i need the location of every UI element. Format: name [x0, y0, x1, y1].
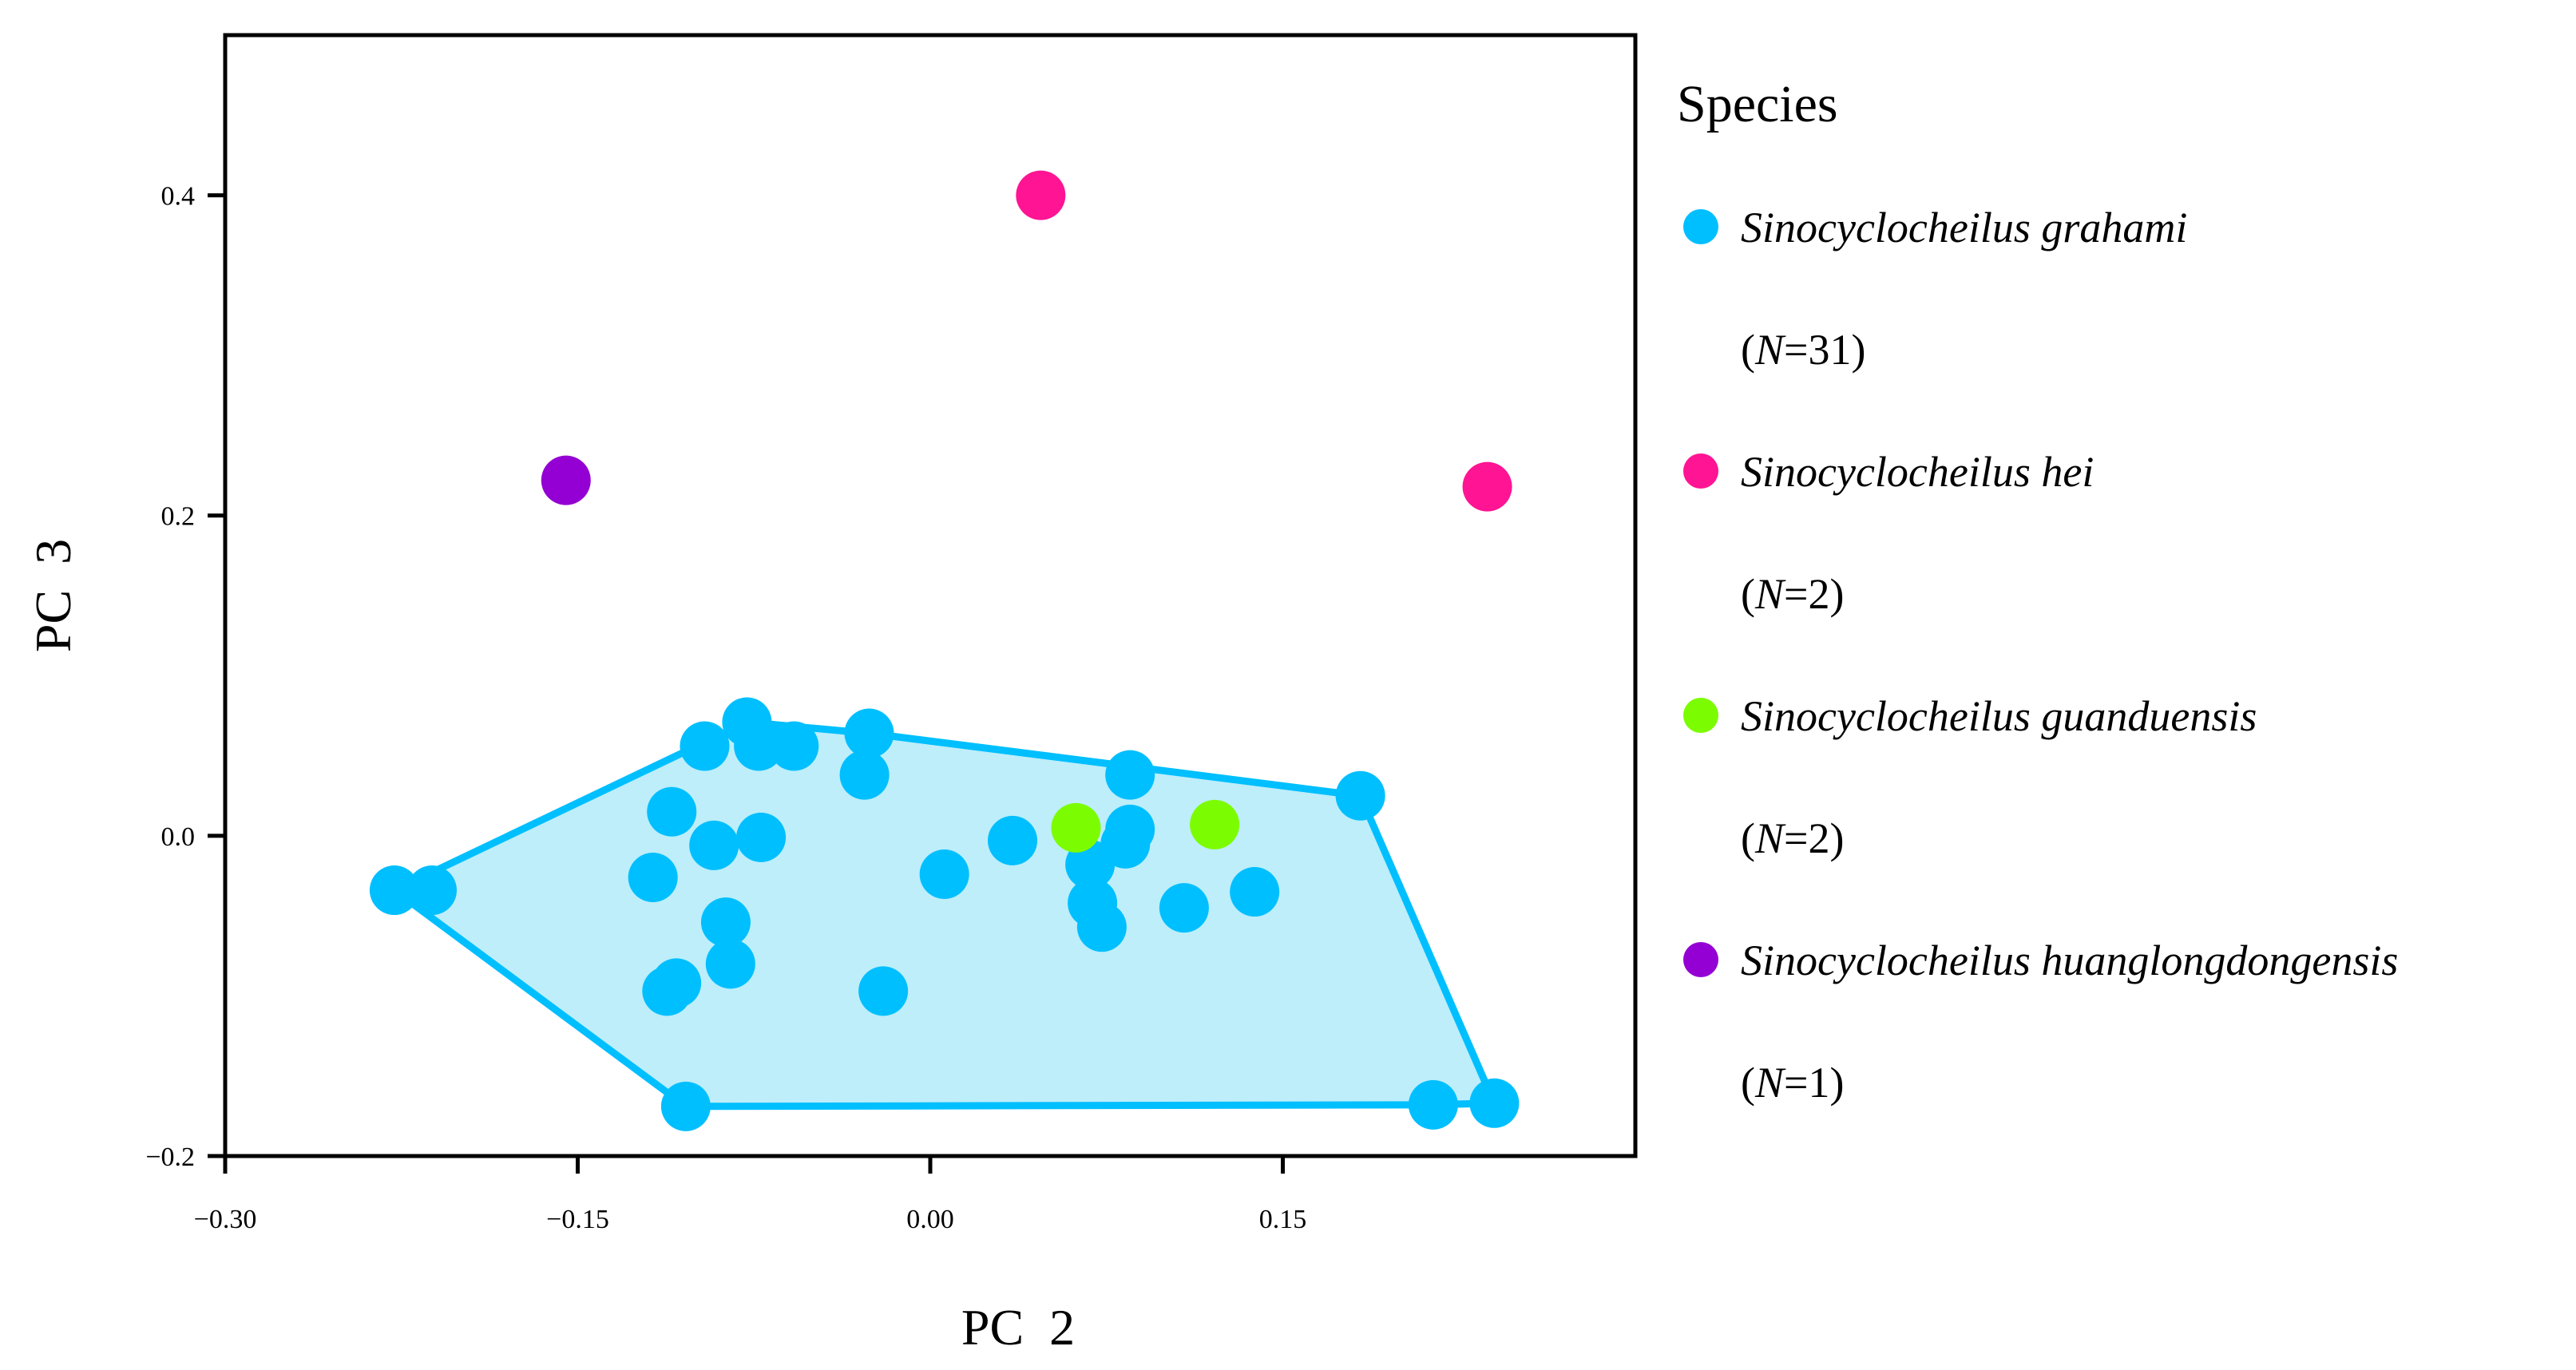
hull-layer — [387, 718, 1500, 1111]
legend-title: Species — [1677, 75, 1838, 133]
legend-count: (N=2) — [1741, 570, 1844, 618]
data-point — [988, 815, 1038, 865]
data-point — [660, 1081, 711, 1131]
data-point — [734, 721, 784, 771]
legend-marker — [1683, 209, 1718, 244]
data-point — [1190, 799, 1240, 849]
data-point — [839, 750, 890, 800]
legend-marker — [1683, 942, 1718, 977]
data-point — [1105, 804, 1155, 854]
data-point — [628, 853, 678, 903]
legend-label: Sinocyclocheilus huanglongdongensis — [1741, 936, 2398, 984]
data-point — [541, 455, 591, 505]
data-point — [919, 849, 969, 899]
y-tick-label: 0.4 — [161, 182, 196, 212]
legend: Species Sinocyclocheilus grahami (N=31) Si… — [1677, 75, 2398, 1107]
points-layer — [369, 170, 1520, 1131]
data-point — [769, 721, 819, 771]
y-axis-title: PC 3 — [25, 539, 81, 652]
data-point — [1016, 170, 1066, 220]
data-point — [407, 865, 458, 916]
data-point — [652, 958, 702, 1008]
x-tick-label: 0.15 — [1259, 1205, 1307, 1234]
legend-label: Sinocyclocheilus guanduensis — [1741, 692, 2257, 740]
x-tick-label: 0.00 — [906, 1205, 954, 1234]
data-point — [858, 966, 909, 1016]
data-point — [1335, 770, 1385, 821]
data-point — [1105, 750, 1155, 800]
data-point — [1076, 902, 1127, 952]
data-point — [1051, 802, 1101, 853]
data-point — [844, 708, 894, 758]
legend-label: Sinocyclocheilus hei — [1741, 448, 2094, 496]
legend-label: Sinocyclocheilus grahami — [1741, 204, 2187, 251]
data-point — [1159, 883, 1209, 933]
legend-count: (N=31) — [1741, 326, 1865, 374]
y-tick-label: 0.2 — [161, 502, 196, 532]
x-tick-label: −0.15 — [546, 1205, 609, 1234]
data-point — [1462, 461, 1512, 512]
data-point — [1469, 1078, 1520, 1128]
data-point — [1230, 867, 1280, 917]
x-tick-label: −0.30 — [194, 1205, 257, 1234]
data-point — [700, 897, 751, 948]
data-point — [1408, 1079, 1458, 1130]
legend-count: (N=2) — [1741, 814, 1844, 862]
data-point — [689, 820, 739, 870]
data-point — [647, 786, 697, 837]
legend-marker — [1683, 453, 1718, 489]
data-point — [705, 939, 755, 989]
legend-marker — [1683, 698, 1718, 733]
x-axis-title: PC 2 — [961, 1299, 1075, 1356]
y-tick-label: 0.0 — [161, 822, 196, 852]
data-point — [736, 812, 787, 862]
hull-polygon — [387, 718, 1500, 1111]
x-axis: −0.30 −0.15 0.00 0.15 — [194, 1156, 1307, 1234]
y-axis: −0.2 0.0 0.2 0.4 — [145, 182, 225, 1172]
data-point — [369, 865, 419, 916]
legend-count: (N=1) — [1741, 1059, 1844, 1107]
y-tick-label: −0.2 — [145, 1142, 195, 1172]
data-point — [680, 721, 730, 771]
